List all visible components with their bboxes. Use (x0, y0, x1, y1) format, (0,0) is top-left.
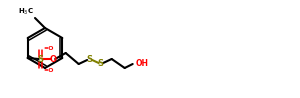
Text: S: S (38, 54, 44, 64)
Text: OH: OH (136, 59, 149, 68)
Text: =O: =O (43, 68, 54, 73)
Text: S: S (87, 54, 93, 64)
Text: O: O (49, 54, 56, 64)
Text: =O: =O (43, 45, 54, 50)
Text: S: S (98, 59, 104, 69)
Text: H$_3$C: H$_3$C (18, 7, 34, 17)
